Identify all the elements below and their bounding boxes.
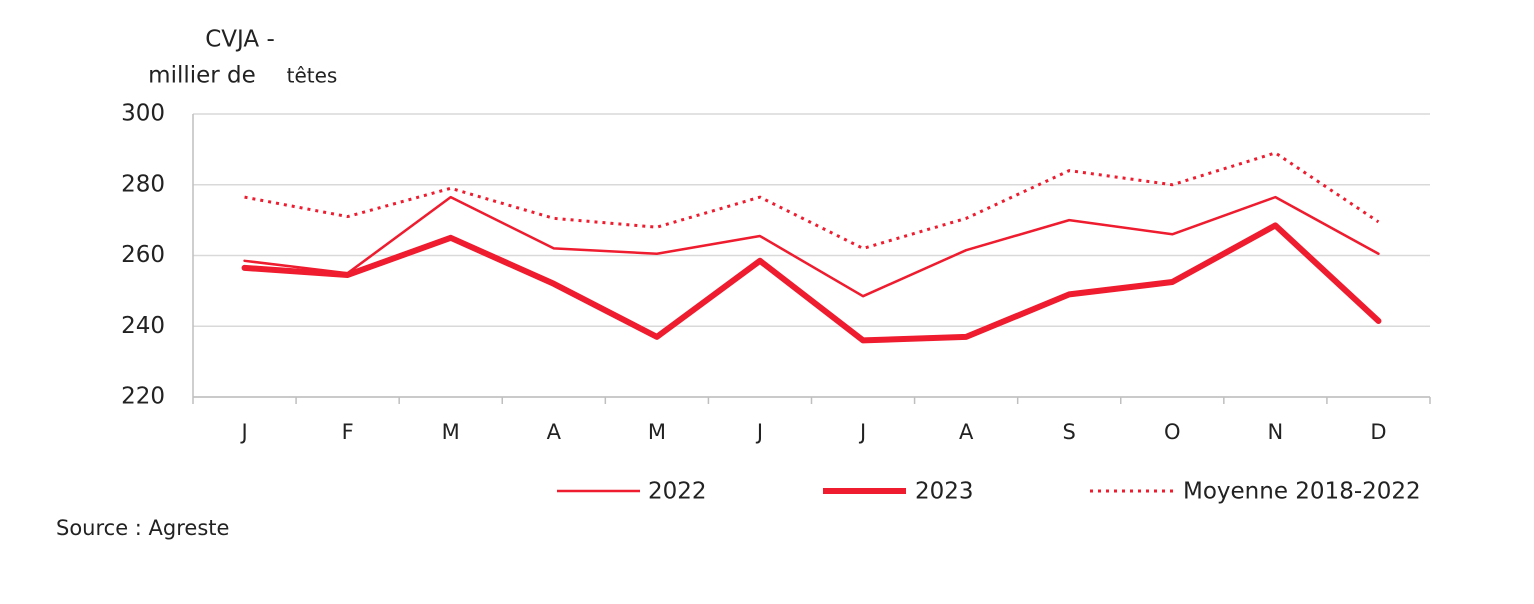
series-line — [241, 222, 1382, 344]
y-axis-title: têtes — [287, 64, 338, 88]
series-line — [243, 195, 1380, 298]
x-tick-label: S — [1063, 420, 1076, 444]
x-tick-label: N — [1268, 420, 1284, 444]
y-tick-label: 280 — [121, 171, 165, 197]
x-tick-label: M — [442, 420, 460, 444]
y-tick-label: 260 — [121, 242, 165, 268]
x-tick-label: O — [1164, 420, 1181, 444]
legend-label: 2023 — [915, 479, 974, 505]
x-tick-label: F — [342, 420, 354, 444]
x-tick-label: A — [547, 420, 562, 444]
y-tick-label: 220 — [121, 384, 165, 410]
legend-label: Moyenne 2018-2022 — [1183, 479, 1421, 505]
x-tick-label: M — [648, 420, 666, 444]
x-tick-label: J — [858, 420, 866, 444]
source: Source : Agreste — [56, 516, 229, 540]
y-tick-label: 240 — [121, 313, 165, 339]
x-tick-label: D — [1370, 420, 1386, 444]
y-tick-label: 300 — [121, 101, 165, 127]
x-tick-label: J — [755, 420, 763, 444]
x-tick-label: J — [239, 420, 247, 444]
x-tick-label: A — [959, 420, 974, 444]
legend-label: 2022 — [648, 479, 707, 505]
y-axis-title: millier de — [148, 63, 256, 89]
series-line — [244, 151, 1380, 250]
y-axis-title: CVJA - — [205, 27, 275, 53]
